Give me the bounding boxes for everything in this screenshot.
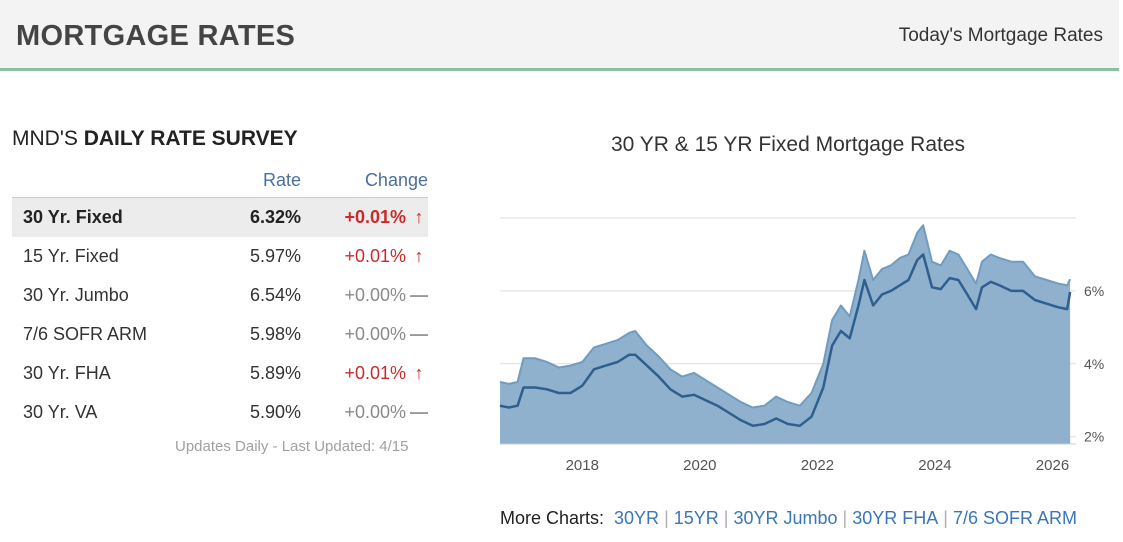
page-title: MORTGAGE RATES	[16, 20, 296, 52]
link-separator: |	[943, 508, 948, 528]
more-chart-link[interactable]: 15YR	[673, 508, 719, 528]
rate-value: 5.89%	[249, 363, 301, 383]
rate-row[interactable]: 30 Yr. Jumbo 6.54% +0.00% —	[12, 276, 428, 315]
series-15yr-line	[499, 253, 1072, 428]
todays-rates-link[interactable]: Today's Mortgage Rates	[898, 25, 1103, 46]
more-chart-link[interactable]: 30YR	[614, 508, 660, 528]
rate-row[interactable]: 7/6 SOFR ARM 5.98% +0.00% —	[12, 315, 428, 354]
x-tick-label: 2018	[566, 457, 599, 474]
rate-change: +0.00% —	[301, 315, 428, 354]
change-value: +0.01%	[344, 207, 406, 227]
product-name[interactable]: 7/6 SOFR ARM	[23, 324, 148, 344]
series-30yr-line	[499, 224, 1072, 409]
dash-icon: —	[410, 324, 428, 344]
series-15yr-area	[500, 254, 1071, 444]
arrow-up-icon: ↑	[414, 207, 424, 227]
rate-change: +0.01% ↑	[301, 354, 428, 393]
rate-change: +0.00% —	[301, 276, 428, 315]
rate-row[interactable]: 30 Yr. FHA 5.89% +0.01% ↑	[12, 354, 428, 393]
survey-title-prefix: MND'S	[12, 127, 78, 150]
more-chart-link[interactable]: 30YR FHA	[852, 508, 939, 528]
rate-value: 5.90%	[249, 402, 301, 422]
rate-row[interactable]: 30 Yr. Fixed 6.32% +0.01% ↑	[12, 197, 428, 237]
rate-row[interactable]: 15 Yr. Fixed 5.97% +0.01% ↑	[12, 237, 428, 276]
link-separator: |	[723, 508, 729, 528]
x-tick-label: 2020	[683, 457, 716, 474]
x-tick-label: 2026	[1036, 457, 1069, 474]
x-tick-label: 2024	[918, 457, 951, 474]
link-separator: |	[664, 508, 669, 528]
table-header-row: Rate Change	[12, 163, 428, 198]
more-chart-link[interactable]: 30YR Jumbo	[733, 508, 838, 528]
series-30yr-area	[500, 225, 1071, 444]
mortgage-rate-chart: 2% 4% 6% 2018 2020 2022 2024 2026	[499, 217, 1104, 474]
page-header: MORTGAGE RATES Today's Mortgage Rates	[0, 0, 1119, 71]
change-value: +0.01%	[344, 363, 406, 383]
rate-change: +0.01% ↑	[301, 237, 428, 276]
column-header-product	[12, 163, 191, 198]
more-chart-link[interactable]: 7/6 SOFR ARM	[952, 508, 1077, 528]
x-tick-label: 2022	[801, 457, 834, 474]
arrow-up-icon: ↑	[414, 363, 424, 383]
more-charts-label: More Charts:	[500, 508, 605, 528]
column-header-change: Change	[301, 163, 428, 198]
survey-title: MND'S DAILY RATE SURVEY	[12, 127, 298, 151]
product-name[interactable]: 30 Yr. Fixed	[12, 197, 191, 237]
y-tick-label: 6%	[1084, 283, 1104, 299]
rate-survey-table: Rate Change 30 Yr. Fixed 6.32% +0.01% ↑ 15 Y…	[12, 163, 428, 432]
product-name[interactable]: 30 Yr. FHA	[23, 363, 111, 383]
change-value: +0.01%	[344, 246, 406, 266]
y-tick-label: 4%	[1084, 356, 1104, 372]
dash-icon: —	[410, 402, 428, 422]
product-name[interactable]: 30 Yr. VA	[23, 402, 98, 422]
rate-value: 5.98%	[249, 324, 301, 344]
arrow-up-icon: ↑	[414, 246, 424, 266]
rate-value: 6.54%	[249, 285, 301, 305]
survey-title-bold: DAILY RATE SURVEY	[83, 127, 298, 150]
column-header-rate: Rate	[191, 163, 301, 198]
more-charts-links: 30YR | 15YR | 30YR Jumbo | 30YR FHA | 7/6 SOFR A…	[614, 508, 1077, 528]
rate-change: +0.00% —	[301, 393, 428, 432]
product-name[interactable]: 15 Yr. Fixed	[23, 246, 119, 266]
rate-row[interactable]: 30 Yr. VA 5.90% +0.00% —	[12, 393, 428, 432]
change-value: +0.00%	[344, 402, 406, 422]
product-name[interactable]: 30 Yr. Jumbo	[23, 285, 129, 305]
chart-title: 30 YR & 15 YR Fixed Mortgage Rates	[610, 133, 966, 156]
change-value: +0.00%	[344, 285, 406, 305]
dash-icon: —	[410, 285, 428, 305]
rate-value: 5.97%	[249, 246, 301, 266]
change-value: +0.00%	[344, 324, 406, 344]
y-tick-label: 2%	[1084, 429, 1104, 445]
link-separator: |	[842, 508, 848, 528]
last-updated-note: Updates Daily - Last Updated: 4/15	[175, 438, 409, 455]
rate-value: 6.32%	[191, 197, 301, 237]
rate-change: +0.01% ↑	[301, 197, 428, 237]
more-charts-bar: More Charts: 30YR | 15YR | 30YR Jumbo | 30YR FH…	[500, 508, 1077, 529]
